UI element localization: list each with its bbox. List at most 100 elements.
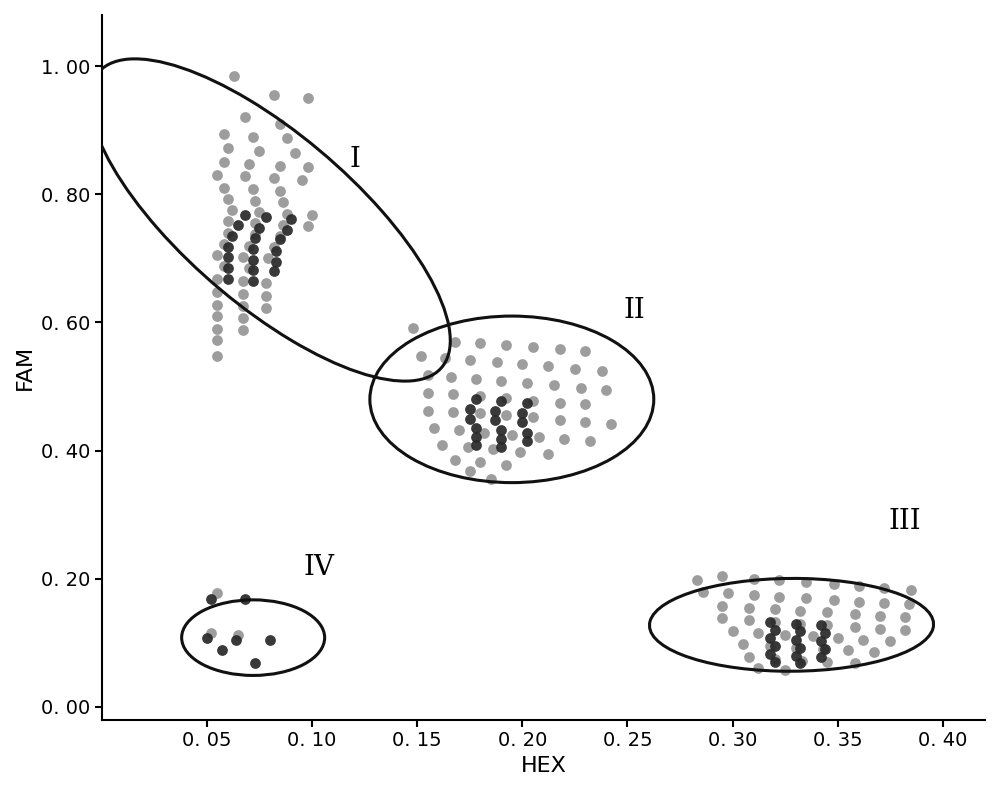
Point (514, 407, 530, 420)
Point (209, 323, 225, 335)
Point (498, 409, 514, 422)
Point (519, 377, 535, 390)
Point (792, 642, 808, 654)
Point (209, 286, 225, 298)
Point (872, 623, 888, 635)
Point (462, 412, 478, 425)
Point (897, 623, 913, 636)
Point (504, 428, 520, 441)
Point (830, 631, 846, 644)
Point (750, 626, 766, 639)
Point (245, 263, 261, 276)
Point (472, 390, 488, 403)
Point (525, 340, 541, 353)
Point (819, 606, 835, 619)
Point (489, 356, 505, 369)
Point (512, 445, 528, 458)
Point (876, 596, 892, 609)
Point (762, 640, 778, 653)
Point (241, 262, 257, 274)
Point (493, 375, 509, 388)
Point (582, 435, 598, 448)
Point (275, 219, 291, 232)
Point (226, 70, 242, 82)
Point (468, 373, 484, 385)
Point (209, 168, 225, 181)
Point (792, 604, 808, 617)
Point (266, 89, 282, 101)
Text: IV: IV (304, 554, 335, 581)
Point (420, 387, 436, 399)
Point (573, 381, 589, 394)
Point (272, 185, 288, 198)
Point (220, 215, 236, 228)
Point (443, 371, 459, 384)
Point (300, 220, 316, 233)
Point (767, 640, 783, 653)
Point (245, 253, 261, 266)
Point (762, 648, 778, 660)
Point (216, 127, 232, 140)
Point (720, 586, 736, 599)
Point (493, 433, 509, 445)
Point (847, 657, 863, 670)
Point (209, 273, 225, 286)
Point (237, 112, 253, 124)
Point (817, 643, 833, 656)
Point (216, 238, 232, 251)
Point (272, 233, 288, 245)
Point (826, 577, 842, 590)
Point (472, 456, 488, 468)
Point (235, 312, 251, 324)
Point (577, 415, 593, 428)
Point (228, 634, 244, 646)
Point (462, 403, 478, 415)
Point (519, 396, 535, 409)
Point (203, 593, 219, 606)
Point (258, 302, 274, 315)
Point (762, 616, 778, 629)
X-axis label: HEX: HEX (520, 756, 566, 776)
Point (714, 570, 730, 582)
Point (235, 300, 251, 312)
Point (767, 623, 783, 636)
Point (300, 161, 316, 174)
Point (531, 430, 547, 443)
Point (540, 360, 556, 373)
Point (882, 635, 898, 648)
Point (445, 406, 461, 418)
Point (251, 221, 267, 234)
Point (525, 394, 541, 407)
Point (199, 631, 215, 644)
Point (413, 350, 429, 362)
Point (237, 593, 253, 606)
Point (735, 638, 751, 650)
Point (445, 388, 461, 400)
Point (245, 274, 261, 287)
Point (552, 396, 568, 409)
Point (468, 439, 484, 452)
Point (247, 217, 263, 229)
Point (750, 662, 766, 675)
Point (258, 210, 274, 223)
Point (476, 426, 492, 439)
Point (468, 430, 484, 443)
Point (546, 379, 562, 392)
Point (468, 393, 484, 406)
Point (220, 142, 236, 154)
Point (741, 614, 757, 626)
Point (209, 249, 225, 262)
Point (762, 631, 778, 644)
Point (203, 626, 219, 639)
Point (741, 650, 757, 663)
Point (695, 585, 711, 598)
Point (493, 394, 509, 407)
Point (794, 654, 810, 667)
Point (216, 259, 232, 272)
Point (220, 273, 236, 286)
Point (876, 582, 892, 595)
Point (725, 625, 741, 638)
Point (247, 195, 263, 207)
Point (266, 172, 282, 184)
Point (767, 616, 783, 629)
